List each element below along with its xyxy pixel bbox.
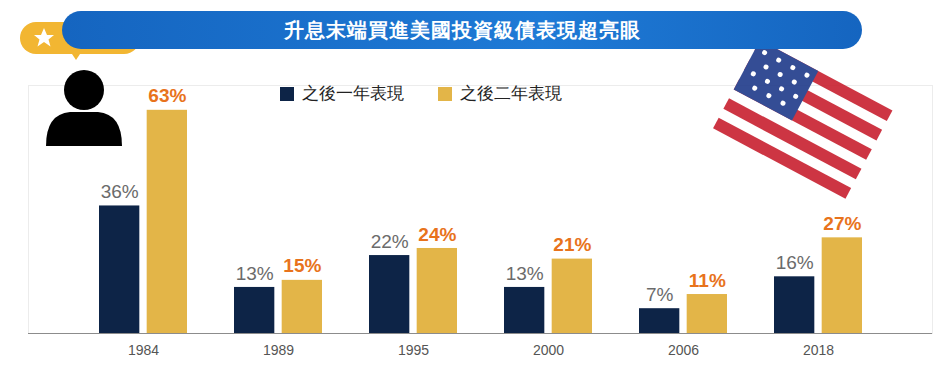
svg-text:36%: 36% [101,181,139,202]
svg-text:13%: 13% [506,263,544,284]
svg-text:2018: 2018 [803,342,834,358]
svg-text:7%: 7% [646,284,674,305]
svg-text:63%: 63% [148,85,186,106]
html-text:升息末端買進美國投資級債表現超亮眼: 升息末端買進美國投資級債表現超亮眼 [283,19,641,41]
svg-text:27%: 27% [823,213,861,234]
svg-text:16%: 16% [776,252,814,273]
svg-text:2000: 2000 [533,342,564,358]
svg-text:13%: 13% [236,263,274,284]
svg-text:21%: 21% [553,234,591,255]
svg-text:22%: 22% [371,231,409,252]
svg-text:24%: 24% [418,224,456,245]
svg-text:11%: 11% [689,270,726,291]
html-text:之後一年表現: 之後一年表現 [302,84,404,103]
svg-text:1984: 1984 [128,342,159,358]
svg-text:1989: 1989 [263,342,294,358]
html-text:之後二年表現: 之後二年表現 [460,84,562,103]
svg-text:2006: 2006 [668,342,699,358]
svg-text:1995: 1995 [398,342,429,358]
svg-text:15%: 15% [283,255,321,276]
